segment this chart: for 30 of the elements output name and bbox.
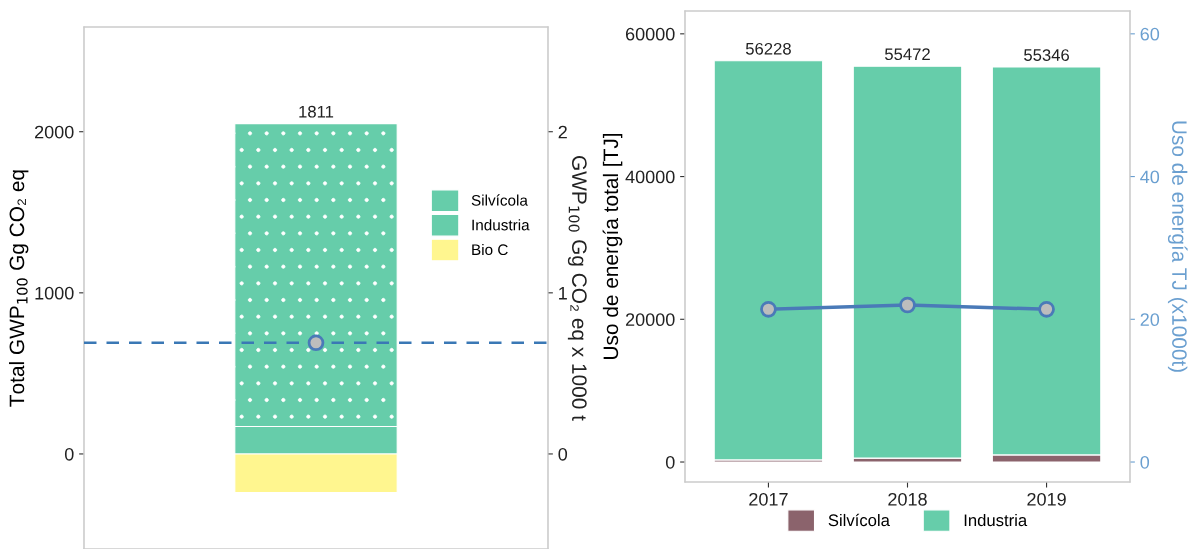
y2-tick-label: 0 (1140, 455, 1150, 469)
y-tick-label: 40000 (625, 170, 675, 184)
y-axis-title: Uso de energía total [TJ] (602, 133, 623, 359)
total-label: 55346 (1024, 49, 1070, 61)
y-tick-label: 0 (64, 447, 74, 461)
y2-tick-label: 1 (559, 286, 567, 300)
total-label: 55472 (885, 48, 930, 61)
y2-tick-label: 2 (558, 125, 567, 139)
y2-tick-label: 60 (1140, 27, 1160, 41)
y2-axis-title: Uso de energía TJ (x1000t) (1167, 121, 1188, 372)
y2-axis-title: GWP$_{100}$ Gg CO₂ eq x 1000 t (567, 156, 587, 421)
legend-label: Bio C (472, 243, 508, 256)
y-tick-label: 60000 (625, 27, 675, 41)
y2-tick-label: 20 (1140, 313, 1160, 327)
legend-label: Industria (964, 513, 1028, 527)
y-tick-label: 20000 (625, 313, 675, 327)
legend-label: Silvícola (828, 513, 890, 527)
y-axis-title: Total GWP$_{100}$ Gg CO₂ eq (8, 170, 29, 407)
x-tick-label: 2018 (888, 492, 927, 506)
total-label: 56228 (745, 42, 791, 55)
x-tick-label: 2017 (749, 492, 788, 506)
y-tick-label: 0 (665, 455, 675, 469)
x-tick-label: 2019 (1027, 492, 1066, 506)
y-tick-label: 1000 (35, 286, 74, 300)
legend-label: Silvícola (471, 194, 528, 206)
legend-label: Industria (472, 219, 530, 231)
y2-tick-label: 40 (1140, 170, 1160, 184)
y2-tick-label: 0 (558, 447, 568, 461)
y-tick-label: 2000 (35, 125, 74, 139)
total-label: 1811 (299, 105, 334, 118)
